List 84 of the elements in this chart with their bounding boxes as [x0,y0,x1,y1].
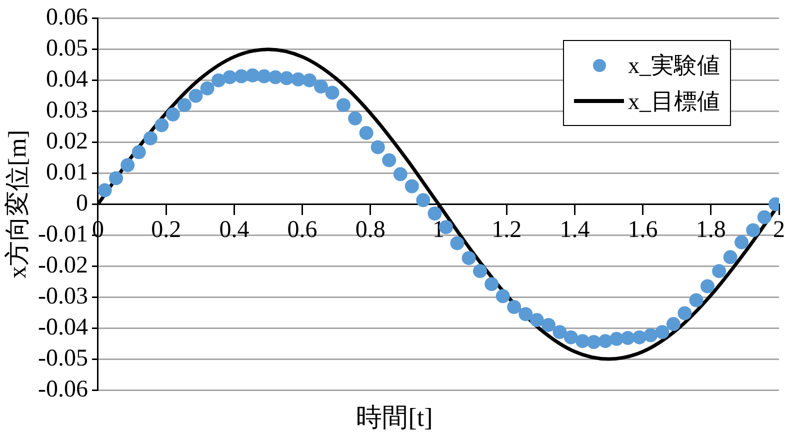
y-axis-title: x方向変位[m] [4,130,32,279]
point [177,98,192,112]
y-tick-label: -0.05 [38,345,88,372]
x-tick-label: 0.8 [355,216,386,243]
point [757,210,772,224]
point [393,167,408,182]
point [541,318,556,332]
point [484,277,499,292]
point [712,264,726,278]
point [734,235,749,250]
x-tick-label: 1.2 [492,216,522,243]
x-tick-label: 0.2 [151,216,182,243]
y-tick-label: 0.06 [46,4,88,31]
y-tick-label: -0.04 [38,314,88,340]
point [473,264,488,278]
point [496,289,510,304]
point [416,193,430,208]
legend-label: x_実験値 [628,52,720,80]
point [120,158,135,172]
point [154,118,169,132]
y-tick-label: -0.01 [38,221,88,248]
y-tick-label: 0.01 [46,160,88,186]
x-tick-label: 2 [773,216,785,243]
point [268,70,282,84]
y-tick-label: -0.03 [38,283,88,310]
y-tick-label: 0.04 [46,66,88,93]
point [280,71,294,86]
x-tick-label: 1.6 [628,216,658,243]
y-tick-label: 0.05 [46,36,88,62]
point [450,236,464,250]
point [655,325,670,340]
point [246,68,260,82]
point [370,140,385,154]
point [620,330,635,345]
point [723,250,738,264]
point [98,183,112,198]
point [348,111,362,126]
point [462,251,476,266]
point [666,317,680,332]
point [257,69,272,84]
point [598,334,612,348]
point [552,325,567,340]
x-tick-label: 0.6 [287,216,318,243]
point [404,179,419,194]
point [610,332,624,346]
point [428,206,442,220]
x-tick-label: 1.4 [560,216,590,243]
y-tick-label: 0.02 [46,128,88,155]
point [200,81,214,96]
point [291,72,306,86]
point [188,88,203,103]
x-tick-label: 1.8 [696,216,726,243]
point [576,334,590,348]
point [222,70,237,84]
point [325,86,340,100]
x-tick-label: 0.4 [219,216,250,243]
point [314,80,328,94]
point [302,73,316,88]
point [382,153,396,168]
point [336,98,350,112]
point [564,330,578,344]
point [586,335,601,349]
point [212,73,226,88]
point [109,171,124,186]
point [678,306,692,320]
y-tick-label: 0.03 [46,98,88,124]
point [746,223,760,238]
legend-label: x_目標値 [628,88,720,116]
point [530,313,544,328]
y-tick-label: -0.02 [38,252,88,278]
y-tick-label: -0.06 [38,376,88,402]
point [234,69,248,84]
x-axis-title: 時間[t] [356,403,433,432]
point [689,293,704,308]
point [166,107,180,122]
point [143,131,158,146]
point [644,328,658,342]
point [518,307,533,322]
y-tick-label: 0 [76,190,88,216]
point [632,330,646,344]
point [359,126,374,140]
point [700,279,714,294]
point [507,300,522,314]
point [132,145,146,160]
